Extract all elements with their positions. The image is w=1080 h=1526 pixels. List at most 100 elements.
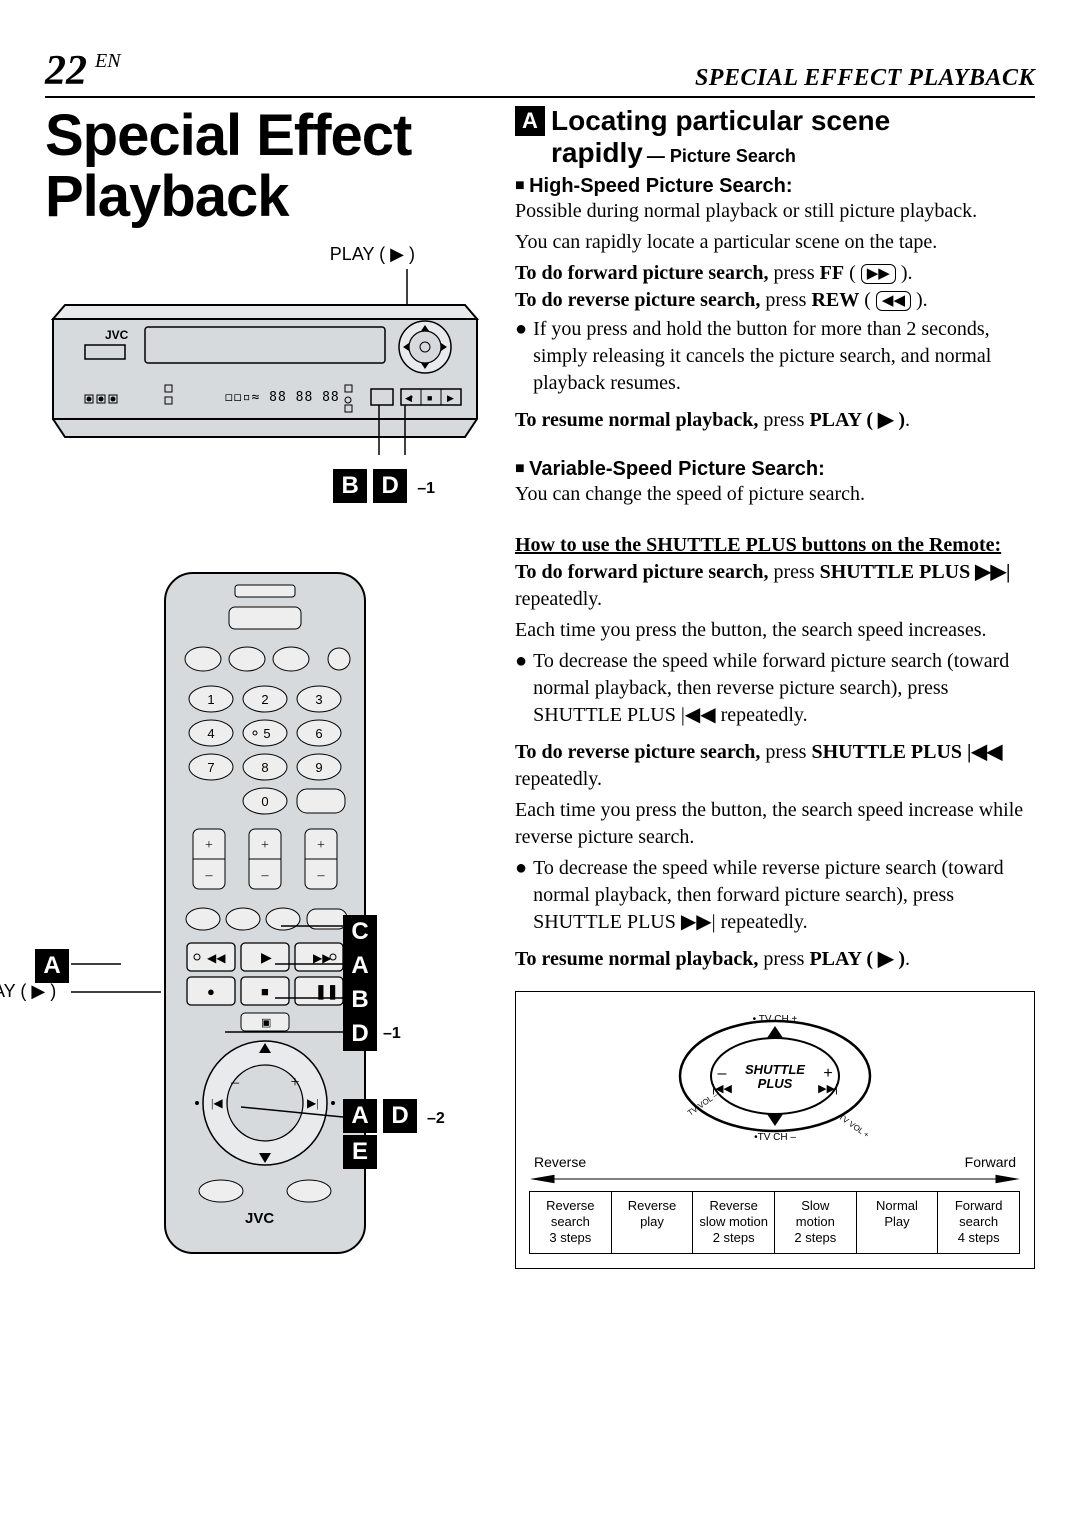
main-title-line2: Playback (45, 164, 289, 229)
vs-fwd-bullet: ●To decrease the speed while forward pic… (515, 648, 1035, 729)
right-column: A Locating particular scene rapidly — Pi… (515, 106, 1035, 1269)
vs-heading: Variable-Speed Picture Search: (515, 458, 1035, 481)
arrow-bar (530, 1172, 1020, 1186)
vs-fwd-p: Each time you press the button, the sear… (515, 617, 1035, 644)
section-a-title1: Locating particular scene (551, 106, 890, 137)
svg-text:●: ● (207, 984, 215, 999)
hs-heading: High-Speed Picture Search: (515, 175, 1035, 198)
hs-bullet: ●If you press and hold the button for mo… (515, 316, 1035, 397)
callout-a-remote1: A (343, 949, 379, 983)
vs-fwd-tail: repeatedly. (515, 586, 1035, 613)
svg-text:■: ■ (261, 984, 269, 999)
hs-p1: Possible during normal playback or still… (515, 198, 1035, 225)
svg-text:+: + (317, 838, 325, 853)
page-number-block: 22 EN (45, 50, 121, 92)
vs-rev-bullet: ●To decrease the speed while reverse pic… (515, 855, 1035, 936)
svg-text:+: + (205, 838, 213, 853)
vs-fwd: To do forward picture search, press SHUT… (515, 559, 1035, 586)
vcr-svg: JVC ◻◻▫≈ 88 88 88 (45, 269, 485, 469)
svg-text:6: 6 (315, 726, 322, 741)
shuttle-cells: Reversesearch3 steps Reverseplay Reverse… (530, 1192, 1020, 1254)
rew-icon: ◀◀ (876, 291, 911, 311)
page-lang: EN (95, 50, 121, 72)
svg-text:▶: ▶ (261, 951, 272, 966)
cell-4: NormalPlay (856, 1191, 939, 1254)
left-column: Special Effect Playback PLAY ( ▶ ) JVC (45, 106, 485, 1269)
vcr-diagram: JVC ◻◻▫≈ 88 88 88 (45, 269, 485, 503)
callout-b: B (343, 983, 379, 1017)
vs-rev: To do reverse picture search, press SHUT… (515, 739, 1035, 766)
svg-text:TV VOL –: TV VOL – (686, 1090, 720, 1118)
vs-resume: To resume normal playback, press PLAY ( … (515, 946, 1035, 973)
cell-1: Reverseplay (611, 1191, 694, 1254)
svg-text:–: – (718, 1065, 727, 1082)
svg-text:9: 9 (315, 760, 322, 775)
svg-text:2: 2 (261, 692, 268, 707)
section-a-letter: A (515, 106, 545, 136)
remote-play-label: PLAY ( ▶ ) (0, 981, 56, 1002)
hs-resume: To resume normal playback, press PLAY ( … (515, 407, 1035, 434)
svg-text:|◀: |◀ (211, 1096, 223, 1110)
main-title: Special Effect Playback (45, 106, 485, 228)
svg-text:SHUTTLE: SHUTTLE (745, 1062, 805, 1077)
rev-fwd-labels: Reverse Forward (530, 1154, 1020, 1170)
page-header: 22 EN SPECIAL EFFECT PLAYBACK (45, 50, 1035, 98)
shuttle-diagram: • TV CH + •TV CH – – + |◀◀ ▶▶| SHUTTLE P… (515, 991, 1035, 1269)
svg-text:8: 8 (261, 760, 268, 775)
callout-ad-e: A D –2 E (343, 1099, 445, 1169)
forward-label: Forward (965, 1154, 1016, 1170)
vcr-bd-label: B D –1 (45, 469, 435, 503)
section-title: SPECIAL EFFECT PLAYBACK (695, 65, 1035, 92)
svg-text:7: 7 (207, 760, 214, 775)
ff-icon: ▶▶ (861, 264, 896, 284)
callout-a-left: A (35, 949, 71, 983)
cell-0: Reversesearch3 steps (529, 1191, 612, 1254)
svg-text:+: + (261, 838, 269, 853)
svg-text:• TV CH +: • TV CH + (753, 1014, 798, 1025)
svg-text:3: 3 (315, 692, 322, 707)
cell-5: Forwardsearch4 steps (937, 1191, 1020, 1254)
svg-text:JVC: JVC (245, 1210, 274, 1227)
vs-p1: You can change the speed of picture sear… (515, 481, 1035, 508)
callout-c: C (343, 915, 379, 949)
vcr-play-label: PLAY ( ▶ ) (45, 244, 415, 265)
vs-rev-tail: repeatedly. (515, 766, 1035, 793)
vs-rev-p: Each time you press the button, the sear… (515, 797, 1035, 851)
svg-text:PLUS: PLUS (758, 1076, 793, 1091)
svg-text:5: 5 (263, 726, 270, 741)
vs-how-heading: How to use the SHUTTLE PLUS buttons on t… (515, 532, 1035, 559)
svg-text:JVC: JVC (105, 328, 129, 342)
svg-text:■: ■ (427, 393, 432, 403)
svg-text:+: + (823, 1065, 832, 1082)
label-d: D (373, 469, 407, 503)
section-a-title2: rapidly (551, 137, 643, 168)
svg-text:◀◀: ◀◀ (207, 951, 226, 965)
main-title-line1: Special Effect (45, 103, 411, 168)
page-number: 22 (45, 48, 87, 94)
svg-text:–: – (205, 868, 214, 883)
svg-text:+: + (290, 1074, 299, 1091)
svg-text:4: 4 (207, 726, 214, 741)
svg-text:1: 1 (207, 692, 214, 707)
svg-text:•TV CH –: •TV CH – (754, 1132, 796, 1143)
svg-text:–: – (317, 868, 326, 883)
svg-text:–: – (261, 868, 270, 883)
svg-text:–: – (230, 1074, 240, 1091)
svg-text:TV VOL +: TV VOL + (837, 1112, 871, 1140)
reverse-label: Reverse (534, 1154, 586, 1170)
svg-text:0: 0 (261, 794, 268, 809)
hs-forward: To do forward picture search, press FF (… (515, 260, 1035, 287)
label-d-sub: –1 (417, 480, 435, 497)
svg-text:▶▶|: ▶▶| (818, 1083, 838, 1095)
section-a-heading: A Locating particular scene rapidly — Pi… (515, 106, 1035, 169)
callout-d: D –1 (343, 1017, 401, 1051)
hs-p2: You can rapidly locate a particular scen… (515, 229, 1035, 256)
shuttle-ring-svg: • TV CH + •TV CH – – + |◀◀ ▶▶| SHUTTLE P… (660, 1006, 890, 1146)
cell-2: Reverseslow motion2 steps (692, 1191, 775, 1254)
svg-text:◻◻▫≈ 88 88 88: ◻◻▫≈ 88 88 88 (225, 390, 340, 405)
label-b: B (333, 469, 367, 503)
hs-reverse: To do reverse picture search, press REW … (515, 287, 1035, 314)
remote-diagram: 1 2 3 4 5 6 7 8 9 0 + – (45, 563, 485, 1263)
cell-3: Slowmotion2 steps (774, 1191, 857, 1254)
section-a-subtitle: — Picture Search (647, 146, 796, 166)
